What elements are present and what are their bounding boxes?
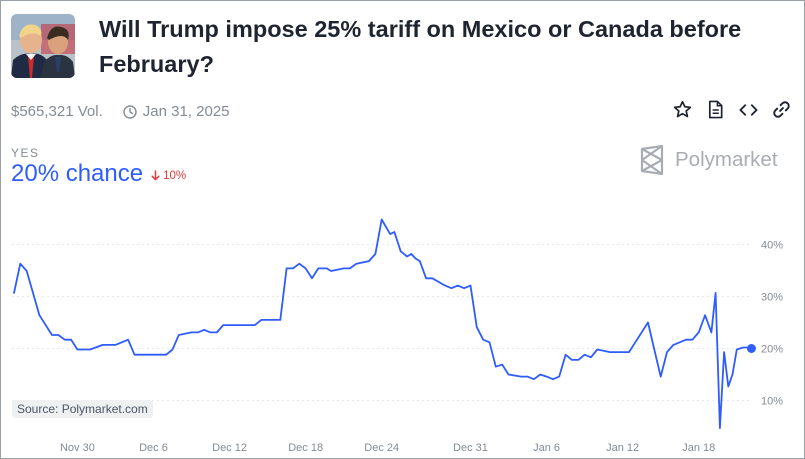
clock-icon [123,104,137,119]
end-date-text: Jan 31, 2025 [142,103,230,120]
series-line [13,218,751,429]
market-title: Will Trump impose 25% tariff on Mexico o… [99,16,742,77]
star-icon[interactable] [673,100,692,119]
y-tick-label: 20% [761,344,783,356]
polymarket-logo-icon [639,145,665,175]
y-tick-label: 10% [761,396,783,408]
x-tick-label: Dec 31 [453,442,488,454]
outcome-label: YES [11,146,40,160]
link-icon[interactable] [772,100,791,119]
brand-watermark: Polymarket [639,145,778,175]
x-tick-label: Dec 18 [288,442,323,454]
y-tick-label: 30% [761,292,783,304]
action-bar [673,100,791,119]
change-value: 10% [163,169,187,182]
brand-name: Polymarket [675,148,778,171]
arrow-down-icon [151,170,160,181]
x-tick-label: Jan 6 [533,442,560,454]
x-tick-label: Jan 18 [682,442,715,454]
market-image [11,14,75,78]
change-badge: 10% [151,170,186,182]
chance-readout: 20% chance 10% [11,160,186,188]
volume-text: $565,321 Vol. [11,103,103,120]
x-tick-label: Nov 30 [60,442,95,454]
market-meta: $565,321 Vol. Jan 31, 2025 [11,103,230,120]
x-tick-label: Dec 24 [364,442,399,454]
current-value-dot [746,344,756,353]
code-icon[interactable] [739,100,758,119]
x-tick-label: Dec 6 [139,442,168,454]
chance-text: 20% chance [11,160,144,187]
x-tick-label: Dec 12 [212,442,247,454]
x-tick-label: Jan 12 [606,442,639,454]
source-label: Source: Polymarket.com [12,400,153,418]
document-icon[interactable] [706,100,725,119]
y-tick-label: 40% [761,240,783,252]
